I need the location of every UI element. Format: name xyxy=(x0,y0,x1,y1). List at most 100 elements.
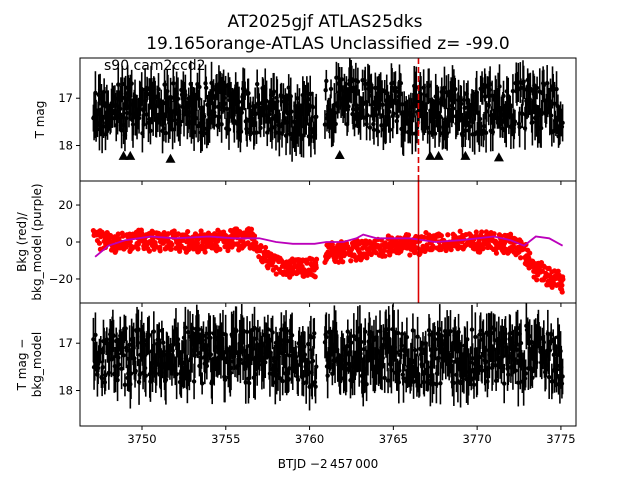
data-point xyxy=(508,330,513,336)
data-point xyxy=(174,372,179,377)
data-point xyxy=(393,85,398,91)
data-point xyxy=(489,330,494,336)
data-point xyxy=(222,101,228,106)
data-point xyxy=(324,78,329,84)
data-point xyxy=(515,325,520,331)
data-point xyxy=(93,90,98,96)
data-point xyxy=(550,379,555,384)
bkg-point xyxy=(262,244,269,251)
data-point xyxy=(351,334,357,339)
data-point xyxy=(459,101,464,107)
data-point xyxy=(289,333,295,338)
data-point xyxy=(324,334,329,340)
data-point xyxy=(185,330,191,335)
data-point xyxy=(373,85,378,91)
bkg-point xyxy=(473,233,479,239)
data-point xyxy=(441,358,446,363)
data-point xyxy=(410,131,415,136)
y-axis-label: bkg_model xyxy=(30,332,44,398)
data-point xyxy=(111,333,116,339)
data-point xyxy=(151,329,157,334)
bkg-point xyxy=(491,231,497,237)
data-point xyxy=(510,88,516,94)
data-point xyxy=(202,126,208,132)
data-point xyxy=(236,99,242,105)
data-point xyxy=(328,86,334,92)
data-point xyxy=(513,368,518,373)
data-point xyxy=(427,332,432,337)
bkg-point xyxy=(253,240,259,246)
series-tmag xyxy=(91,58,565,163)
data-point xyxy=(244,329,250,335)
bkg-point xyxy=(198,228,204,234)
data-point xyxy=(314,114,319,119)
data-point xyxy=(399,102,405,107)
data-point xyxy=(412,347,418,353)
data-point xyxy=(439,333,444,339)
bkg-point xyxy=(192,231,199,237)
data-point xyxy=(391,111,396,116)
data-point xyxy=(425,125,430,130)
data-point xyxy=(100,364,106,370)
data-point xyxy=(270,116,275,122)
data-point xyxy=(305,341,311,347)
data-point xyxy=(548,332,554,337)
data-point xyxy=(396,380,402,385)
data-point xyxy=(273,130,279,135)
y-tick-label: 17 xyxy=(58,336,73,350)
upper-limit-marker xyxy=(125,150,136,160)
data-point xyxy=(480,88,485,94)
data-point xyxy=(483,359,489,365)
data-point xyxy=(201,333,206,338)
data-point xyxy=(552,101,557,106)
data-point xyxy=(170,127,175,132)
data-point xyxy=(404,334,410,340)
data-point xyxy=(361,115,367,120)
data-point xyxy=(199,381,205,386)
data-point xyxy=(224,106,230,112)
data-point xyxy=(512,119,518,124)
data-point xyxy=(501,93,506,99)
bkg-point xyxy=(115,231,121,237)
data-point xyxy=(255,327,261,333)
data-point xyxy=(163,377,169,382)
data-point xyxy=(371,127,377,133)
data-point xyxy=(477,116,483,122)
data-point xyxy=(127,342,132,348)
data-point xyxy=(183,325,188,330)
chart-title-line2: 19.165orange-ATLAS Unclassified z= -99.0 xyxy=(146,34,510,54)
y-tick-label: 17 xyxy=(58,91,73,105)
data-point xyxy=(133,368,138,374)
data-point xyxy=(481,124,487,129)
data-point xyxy=(332,110,338,116)
data-point xyxy=(228,365,234,371)
bkg-point xyxy=(559,289,565,295)
bkg-model-line xyxy=(94,233,564,258)
data-point xyxy=(422,371,427,376)
data-point xyxy=(314,364,319,369)
upper-limit-marker xyxy=(433,150,444,160)
data-point xyxy=(479,368,485,373)
data-point xyxy=(148,128,153,133)
data-point xyxy=(365,113,370,118)
data-point xyxy=(310,358,316,364)
data-point xyxy=(379,123,384,128)
data-point xyxy=(437,326,442,332)
data-point xyxy=(144,112,149,117)
bkg-point xyxy=(555,268,561,274)
data-point xyxy=(91,337,96,342)
bkg-point xyxy=(382,253,388,259)
data-point xyxy=(468,360,473,365)
data-point xyxy=(322,122,328,127)
data-point xyxy=(393,350,399,355)
data-point xyxy=(246,91,251,96)
data-point xyxy=(410,328,416,333)
data-point xyxy=(395,330,401,336)
data-point xyxy=(450,106,456,111)
data-point xyxy=(252,371,258,377)
upper-limit-marker xyxy=(425,150,436,160)
data-point xyxy=(432,131,438,136)
bkg-point xyxy=(348,258,354,264)
data-point xyxy=(433,347,438,352)
